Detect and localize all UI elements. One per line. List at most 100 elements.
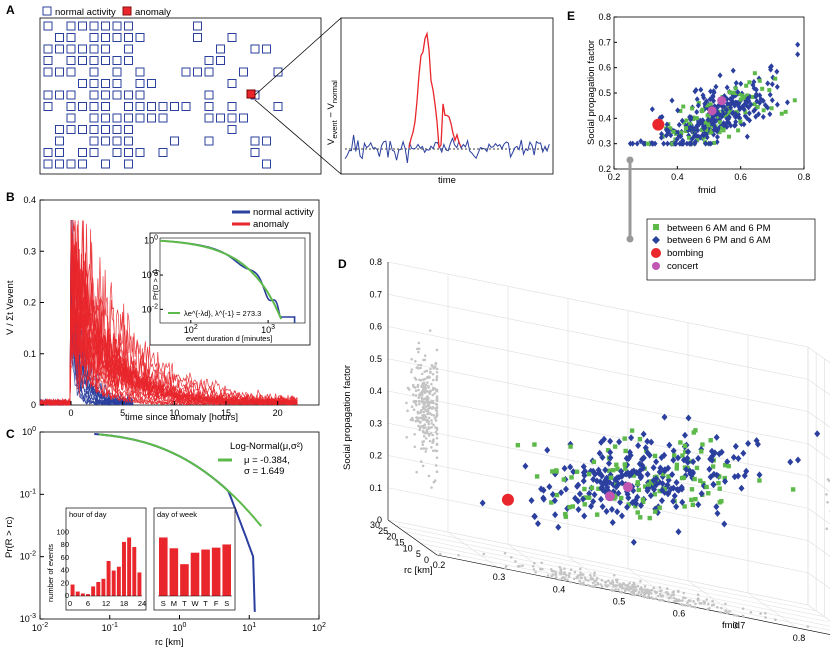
x-tick-label: 0.2 — [608, 172, 621, 182]
point-night — [670, 497, 677, 505]
z-tick-label: 0.1 — [369, 483, 382, 493]
shadow-left — [422, 387, 425, 391]
point-night — [629, 499, 636, 507]
shadow-floor — [565, 573, 568, 577]
shadow-floor — [631, 583, 634, 587]
grid-cell-normal — [89, 33, 99, 42]
point-night — [674, 136, 680, 143]
point-night — [692, 138, 698, 145]
shadow-left — [431, 449, 435, 453]
point-night — [724, 458, 731, 466]
point-night — [747, 117, 753, 124]
shadow-floor — [612, 573, 616, 577]
series-anomaly-line — [39, 220, 298, 407]
grid-line — [807, 540, 830, 557]
grid-cell-normal — [227, 113, 237, 123]
grid-cell-normal — [66, 90, 76, 100]
point-night — [725, 115, 731, 122]
z-tick-label: 0.6 — [369, 322, 382, 332]
shadow-left — [432, 406, 435, 410]
hour-bar — [111, 570, 116, 596]
shadow-floor — [521, 564, 524, 568]
point-night — [741, 106, 747, 113]
legend-concert: concert — [667, 261, 699, 272]
shadow-left — [435, 436, 439, 440]
point-night — [598, 438, 605, 446]
hour-x-tick: 18 — [120, 599, 128, 608]
point-day — [706, 491, 711, 496]
shadow-left — [426, 381, 429, 384]
week-x-tick: S — [161, 599, 166, 608]
point-night — [671, 492, 678, 500]
point-night — [659, 131, 665, 138]
x-tick-label: 10-1 — [102, 622, 118, 633]
shadow-left — [426, 397, 430, 401]
point-day — [612, 496, 617, 501]
shadow-left — [426, 376, 429, 379]
shadow-left — [429, 367, 432, 371]
point-day — [532, 442, 537, 447]
shadow-left — [421, 430, 425, 433]
shadow-floor — [586, 583, 590, 587]
shadow-floor — [559, 572, 563, 576]
week-x-tick: T — [182, 599, 187, 608]
shadow-floor — [563, 578, 567, 582]
point-night — [732, 442, 739, 450]
point-night — [644, 470, 651, 478]
point-day — [633, 504, 638, 509]
point-day — [769, 106, 774, 111]
point-day — [741, 95, 746, 100]
shadow-floor — [689, 599, 692, 602]
point-day — [703, 120, 708, 125]
panel-d: 00.10.20.30.40.50.60.70.80510152025300.2… — [342, 218, 830, 643]
point-night — [580, 477, 587, 485]
grid-cell-normal — [89, 67, 99, 77]
point-night — [709, 456, 716, 464]
shadow-floor — [457, 553, 460, 557]
shadow-floor — [694, 602, 697, 606]
point-night — [721, 520, 728, 528]
panel-label-b: B — [6, 190, 15, 204]
grid-cell-normal — [158, 102, 168, 111]
point-night — [700, 92, 706, 99]
point-day — [747, 80, 752, 85]
point-night — [738, 80, 744, 87]
shadow-left — [427, 434, 431, 437]
shadow-floor — [633, 593, 636, 597]
x-tick-label: 0.2 — [433, 560, 446, 570]
point-day — [705, 113, 710, 118]
legend: normal activity anomaly — [232, 207, 314, 230]
point-day — [684, 118, 689, 123]
shadow-left — [435, 395, 439, 398]
shadow-floor — [626, 583, 630, 587]
point-night — [675, 454, 682, 462]
point-day — [662, 486, 667, 492]
legend-normal-label: normal activity — [55, 7, 116, 18]
week-x-tick: T — [203, 599, 208, 608]
panel-label-a: A — [6, 3, 15, 17]
shadow-floor — [540, 561, 543, 565]
grid-line — [807, 443, 830, 460]
legend-normal: normal activity — [253, 207, 314, 218]
shadow-floor — [660, 594, 663, 598]
shadow-floor — [682, 603, 685, 607]
grid-cell-normal — [43, 102, 53, 111]
shadow-left — [435, 399, 439, 403]
shadow-floor — [672, 596, 676, 600]
shadow-left — [428, 439, 432, 443]
shadow-left — [415, 403, 418, 407]
y-tick-label: 10-3 — [20, 613, 36, 624]
y-tick-label: 0.3 — [23, 246, 36, 256]
point-night — [642, 444, 649, 452]
point-night — [603, 474, 610, 482]
grid-line — [428, 548, 830, 631]
shadow-floor — [681, 599, 684, 602]
shadow-floor — [669, 596, 672, 599]
shadow-floor — [618, 582, 622, 586]
y-tick-label: 0 — [31, 400, 36, 410]
shadow-left — [435, 428, 439, 431]
shadow-left — [432, 423, 435, 427]
week-bar — [201, 549, 210, 596]
week-bar — [222, 544, 231, 596]
